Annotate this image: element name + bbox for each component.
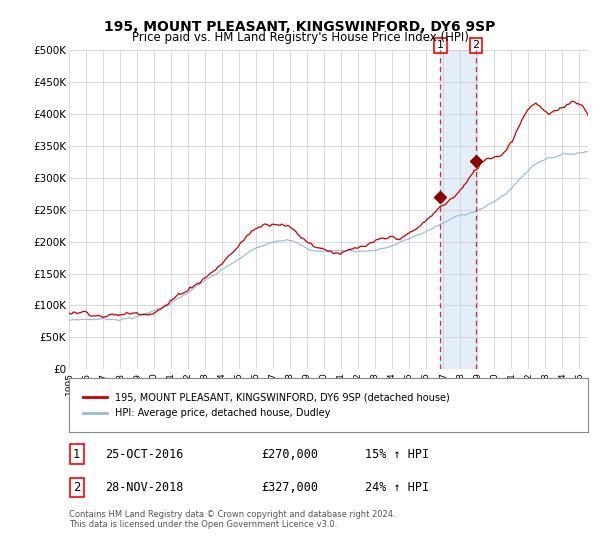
Text: 28-NOV-2018: 28-NOV-2018 bbox=[106, 481, 184, 494]
Legend: 195, MOUNT PLEASANT, KINGSWINFORD, DY6 9SP (detached house), HPI: Average price,: 195, MOUNT PLEASANT, KINGSWINFORD, DY6 9… bbox=[79, 388, 454, 422]
Text: 2: 2 bbox=[73, 481, 80, 494]
Text: Contains HM Land Registry data © Crown copyright and database right 2024.
This d: Contains HM Land Registry data © Crown c… bbox=[69, 510, 395, 529]
Text: 195, MOUNT PLEASANT, KINGSWINFORD, DY6 9SP: 195, MOUNT PLEASANT, KINGSWINFORD, DY6 9… bbox=[104, 20, 496, 34]
Text: 2: 2 bbox=[472, 40, 479, 50]
Text: Price paid vs. HM Land Registry's House Price Index (HPI): Price paid vs. HM Land Registry's House … bbox=[131, 31, 469, 44]
Text: 25-OCT-2016: 25-OCT-2016 bbox=[106, 447, 184, 460]
Text: 1: 1 bbox=[437, 40, 444, 50]
Text: 24% ↑ HPI: 24% ↑ HPI bbox=[365, 481, 429, 494]
Bar bbox=[440, 50, 476, 369]
Text: £327,000: £327,000 bbox=[261, 481, 318, 494]
Text: 15% ↑ HPI: 15% ↑ HPI bbox=[365, 447, 429, 460]
Text: £270,000: £270,000 bbox=[261, 447, 318, 460]
Text: 1: 1 bbox=[73, 447, 80, 460]
